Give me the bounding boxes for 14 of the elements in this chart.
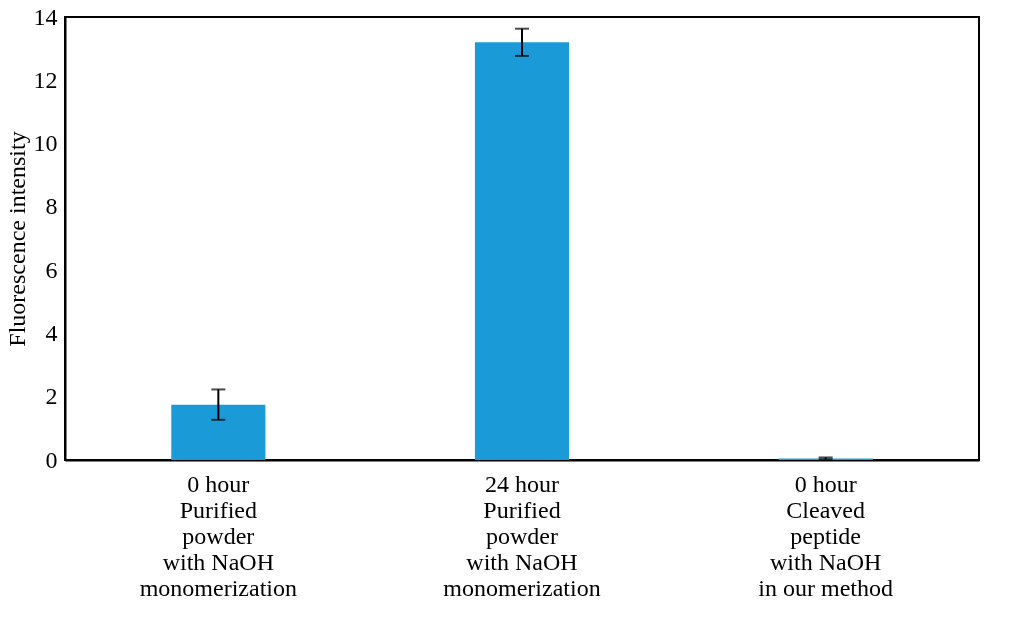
x-tick-label: 24 hour Purified powder with NaOH monomerization (443, 470, 601, 601)
y-tick-label: 8 (45, 193, 58, 220)
y-tick-label: 12 (33, 66, 58, 93)
x-tick-label: 0 hour Purified powder with NaOH monomerization (139, 470, 297, 601)
bar (171, 404, 266, 460)
bar (474, 42, 570, 460)
x-tick-label: 0 hour Cleaved peptide with NaOH in our method (758, 470, 893, 601)
y-tick-label: 6 (45, 256, 58, 283)
y-tick-label: 4 (45, 319, 58, 346)
y-tick-label: 10 (33, 130, 58, 157)
y-tick-label: 14 (33, 3, 58, 30)
y-tick-label: 0 (45, 446, 58, 473)
y-tick-label: 2 (45, 383, 58, 410)
y-axis-title: Fluorescence intensity (3, 131, 30, 347)
